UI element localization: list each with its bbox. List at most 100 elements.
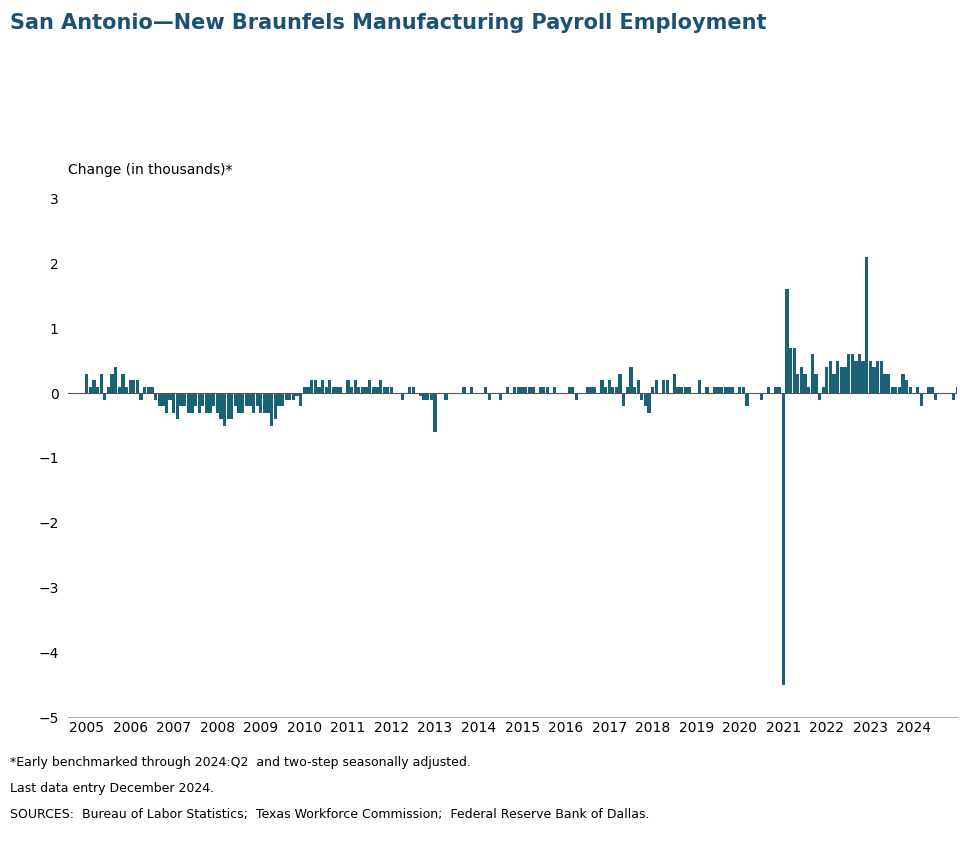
Bar: [604, 387, 607, 393]
Bar: [252, 393, 255, 413]
Bar: [800, 367, 803, 393]
Bar: [208, 393, 212, 413]
Bar: [970, 387, 974, 393]
Bar: [826, 367, 828, 393]
Bar: [408, 387, 411, 393]
Bar: [117, 387, 121, 393]
Bar: [839, 367, 843, 393]
Bar: [168, 393, 172, 399]
Bar: [339, 387, 342, 393]
Bar: [640, 393, 644, 399]
Bar: [542, 387, 545, 393]
Bar: [828, 361, 832, 393]
Bar: [934, 393, 937, 399]
Bar: [862, 361, 865, 393]
Bar: [676, 387, 680, 393]
Bar: [655, 380, 658, 393]
Bar: [615, 387, 618, 393]
Bar: [445, 393, 447, 399]
Bar: [89, 387, 92, 393]
Bar: [872, 367, 875, 393]
Bar: [346, 380, 350, 393]
Bar: [270, 393, 274, 426]
Bar: [132, 380, 136, 393]
Bar: [114, 367, 117, 393]
Bar: [716, 387, 720, 393]
Bar: [85, 373, 88, 393]
Bar: [172, 393, 176, 413]
Bar: [713, 387, 716, 393]
Bar: [462, 387, 466, 393]
Bar: [890, 387, 894, 393]
Bar: [506, 387, 509, 393]
Bar: [161, 393, 164, 406]
Bar: [277, 393, 280, 406]
Bar: [110, 373, 113, 393]
Bar: [197, 393, 201, 413]
Bar: [212, 393, 215, 406]
Bar: [572, 387, 574, 393]
Bar: [822, 387, 825, 393]
Bar: [223, 393, 227, 426]
Bar: [350, 387, 353, 393]
Bar: [328, 380, 331, 393]
Bar: [684, 387, 687, 393]
Bar: [390, 387, 393, 393]
Bar: [879, 361, 883, 393]
Bar: [150, 387, 153, 393]
Bar: [673, 373, 676, 393]
Bar: [154, 393, 157, 399]
Bar: [193, 393, 197, 406]
Bar: [919, 393, 923, 406]
Bar: [625, 387, 629, 393]
Bar: [426, 393, 429, 399]
Bar: [227, 393, 230, 419]
Bar: [368, 380, 371, 393]
Bar: [100, 373, 103, 393]
Bar: [180, 393, 183, 406]
Bar: [106, 387, 110, 393]
Bar: [263, 393, 266, 413]
Bar: [216, 393, 219, 413]
Bar: [538, 387, 542, 393]
Bar: [524, 387, 528, 393]
Bar: [648, 393, 651, 413]
Bar: [303, 387, 306, 393]
Bar: [284, 393, 288, 399]
Bar: [832, 373, 835, 393]
Bar: [836, 361, 839, 393]
Bar: [786, 289, 788, 393]
Bar: [274, 393, 276, 419]
Bar: [814, 373, 818, 393]
Bar: [430, 393, 433, 399]
Bar: [234, 393, 237, 406]
Bar: [739, 387, 742, 393]
Bar: [807, 387, 810, 393]
Bar: [902, 373, 905, 393]
Bar: [553, 387, 556, 393]
Bar: [851, 354, 854, 393]
Bar: [379, 380, 382, 393]
Bar: [792, 347, 796, 393]
Bar: [589, 387, 593, 393]
Bar: [887, 373, 890, 393]
Bar: [191, 393, 193, 413]
Bar: [318, 387, 320, 393]
Bar: [521, 387, 524, 393]
Bar: [953, 393, 956, 399]
Bar: [256, 393, 259, 406]
Bar: [125, 387, 128, 393]
Bar: [320, 380, 324, 393]
Bar: [847, 354, 850, 393]
Bar: [92, 380, 96, 393]
Bar: [419, 393, 422, 397]
Bar: [157, 393, 161, 406]
Bar: [959, 373, 962, 393]
Bar: [974, 387, 977, 393]
Bar: [775, 387, 778, 393]
Bar: [843, 367, 847, 393]
Bar: [760, 393, 763, 399]
Bar: [165, 393, 168, 413]
Bar: [745, 393, 748, 406]
Bar: [488, 393, 491, 399]
